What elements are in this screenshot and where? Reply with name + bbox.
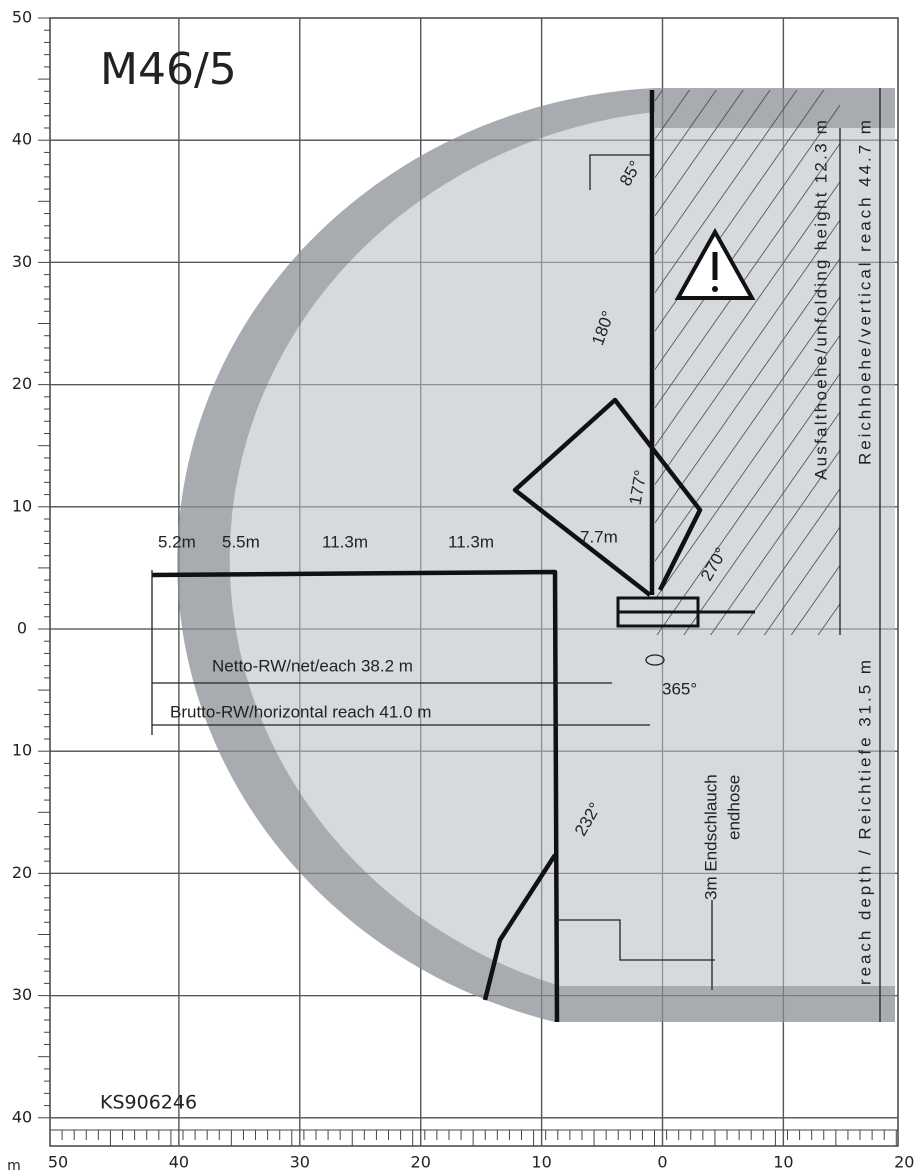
x-tick-label: 20 [411,1153,431,1172]
title: M46/5 [100,44,237,95]
x-tick-label: 50 [48,1153,68,1172]
y-tick-label: 10 [12,496,32,515]
y-tick-label: 20 [12,863,32,882]
segment-label: 7.7m [580,527,618,546]
end-hose-label: 3m Endschlauch [701,774,720,900]
y-tick-label: 10 [12,741,32,760]
x-tick-label: 10 [531,1153,551,1172]
x-tick-label: 40 [169,1153,189,1172]
y-tick-label: 40 [12,130,32,149]
warning-icon-dot [712,286,718,292]
page: { "title": "M46/5", "drawing_number": "K… [0,0,920,1175]
y-tick-label: 0 [17,619,27,638]
drawing-number: KS906246 [100,1092,197,1114]
y-tick-label: 40 [12,1107,32,1126]
reach-depth: reach depth / Reichtiefe 31.5 m [855,660,874,985]
rotation-label: 365° [662,679,697,698]
end-hose-label: endhose [724,775,743,840]
y-tick-label: 20 [12,374,32,393]
y-tick-label: 30 [12,985,32,1004]
segment-label: 5.5m [222,532,260,551]
segment-label: 11.3m [448,532,494,551]
segment-label: 5.2m [158,532,196,551]
x-tick-label: 0 [657,1153,667,1172]
x-tick-label: 20 [894,1153,914,1172]
segment-label: 11.3m [322,532,368,551]
horizontal-reach: Brutto-RW/horizontal reach 41.0 m [170,702,431,721]
x-axis-unit: m [7,1158,21,1174]
x-tick-label: 30 [290,1153,310,1172]
y-tick-label: 30 [12,252,32,271]
y-tick-label: 50 [12,8,32,27]
reach-diagram: M46/5 KS906246 5.2m 5.5m 11.3m 11.3m 7.7… [0,0,920,1175]
net-reach: Netto-RW/net/each 38.2 m [212,656,413,675]
x-tick-label: 10 [773,1153,793,1172]
